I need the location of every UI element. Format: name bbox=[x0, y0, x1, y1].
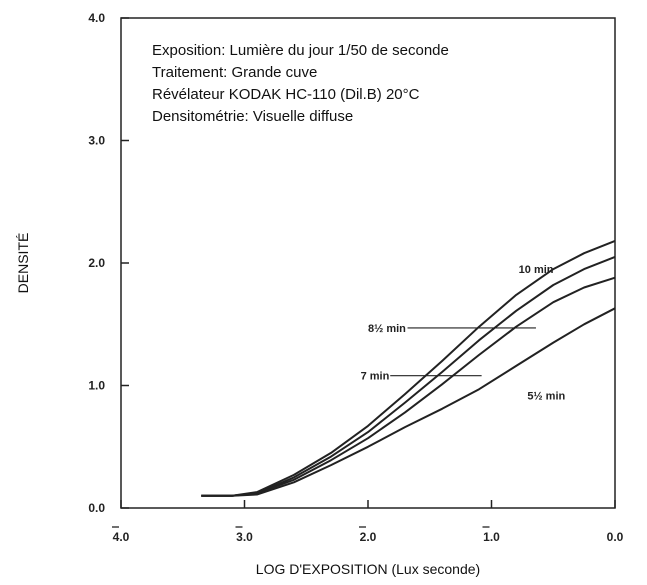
y-axis-ticks: 0.0 1.0 2.0 3.0 4.0 bbox=[88, 11, 129, 515]
note-line: Densitométrie: Visuelle diffuse bbox=[152, 108, 353, 125]
x-axis-title: LOG D'EXPOSITION (Lux seconde) bbox=[256, 561, 480, 577]
x-tick-label: 1.0 bbox=[483, 530, 500, 544]
conditions-note: Exposition: Lumière du jour 1/50 de seco… bbox=[152, 42, 449, 125]
note-line: Traitement: Grande cuve bbox=[152, 64, 317, 81]
series-line bbox=[201, 255, 616, 497]
series-label: 8½ min bbox=[368, 323, 406, 335]
series-line bbox=[201, 307, 616, 497]
x-tick-label: 4.0 bbox=[113, 530, 130, 544]
series-labels: 10 min 8½ min 7 min 5½ min bbox=[361, 264, 566, 402]
note-line: Exposition: Lumière du jour 1/50 de seco… bbox=[152, 42, 449, 59]
y-tick-label: 2.0 bbox=[88, 256, 105, 270]
note-line: Révélateur KODAK HC-110 (Dil.B) 20°C bbox=[152, 86, 420, 103]
series-label: 10 min bbox=[519, 264, 554, 276]
series-line bbox=[201, 276, 616, 497]
series-label: 7 min bbox=[361, 371, 390, 383]
y-tick-label: 4.0 bbox=[88, 11, 105, 25]
y-axis-title: DENSITÉ bbox=[15, 233, 31, 294]
x-axis-ticks: 4.0 3.0 2.0 1.0 0.0 bbox=[112, 500, 624, 544]
series-line bbox=[201, 239, 616, 497]
y-tick-label: 0.0 bbox=[88, 501, 105, 515]
series-lines bbox=[201, 239, 616, 497]
series-label: 5½ min bbox=[527, 390, 565, 402]
y-tick-label: 1.0 bbox=[88, 379, 105, 393]
x-tick-label: 3.0 bbox=[236, 530, 253, 544]
x-tick-label: 0.0 bbox=[607, 530, 624, 544]
y-tick-label: 3.0 bbox=[88, 134, 105, 148]
x-tick-label: 2.0 bbox=[360, 530, 377, 544]
